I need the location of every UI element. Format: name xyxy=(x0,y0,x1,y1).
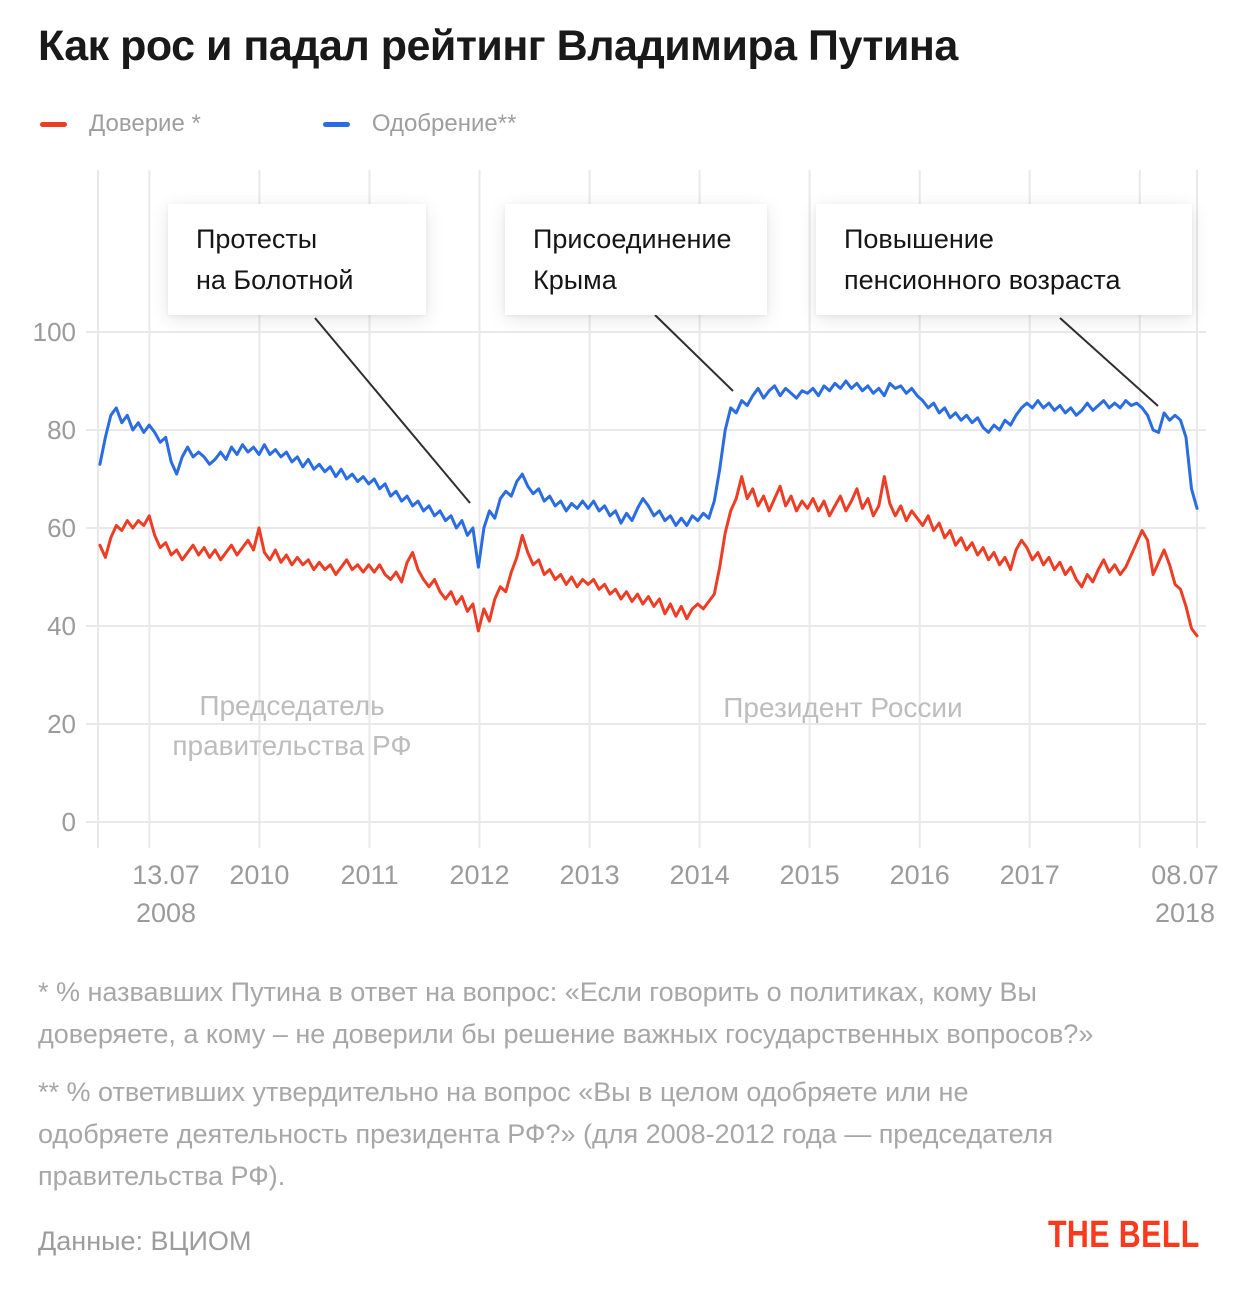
legend-label-trust: Доверие * xyxy=(89,110,201,137)
x-tick-label: 2011 xyxy=(340,860,398,890)
the-bell-logo: THE BELL xyxy=(1048,1214,1200,1256)
x-tick-label: 2016 xyxy=(890,860,950,890)
axis-labels: 0 20 40 60 80 100 13.07 2008 2010 2011 2012 2013 201… xyxy=(33,317,1219,928)
y-tick-label: 100 xyxy=(33,317,76,347)
page-title: Как рос и падал рейтинг Владимира Путина xyxy=(38,22,958,70)
annotation-bolotnaya-protests: Протесты на Болотной xyxy=(168,204,426,315)
y-tick-label: 40 xyxy=(47,611,76,641)
x-tick-label: 2013 xyxy=(560,860,620,890)
period-label-prime-minister: Председатель правительства РФ xyxy=(172,690,412,761)
data-source: Данные: ВЦИОМ xyxy=(38,1226,252,1256)
annotation-crimea-annexation: Присоединение Крыма xyxy=(505,204,767,315)
series-lines xyxy=(98,379,1199,638)
callout-line xyxy=(654,314,734,392)
callout-line xyxy=(1059,317,1159,407)
y-tick-label: 20 xyxy=(47,709,76,739)
footnote-trust-question: * % назвавших Путина в ответ на вопрос: … xyxy=(38,977,1094,1049)
approval-line-swatch xyxy=(322,121,350,127)
series-line-Одобрение xyxy=(98,379,1199,569)
x-tick-label: 2015 xyxy=(780,860,840,890)
y-tick-label: 60 xyxy=(47,513,76,543)
x-tick-label: 2017 xyxy=(1000,860,1060,890)
x-tick-label: 2010 xyxy=(229,860,289,890)
annotation-pension-age: Повышение пенсионного возраста xyxy=(816,204,1192,315)
legend-item-trust: Доверие * xyxy=(40,110,201,138)
series-line-Доверие xyxy=(98,475,1199,638)
trust-line-swatch xyxy=(40,121,67,127)
callout-line xyxy=(314,317,471,504)
y-tick-label: 80 xyxy=(47,415,76,445)
footnote-approval-question: ** % ответивших утвердительно на вопрос … xyxy=(38,1077,1054,1191)
legend-label-approval: Одобрение** xyxy=(371,110,517,137)
x-tick-label: 2012 xyxy=(449,860,509,890)
annotation-callout-lines xyxy=(314,314,1159,504)
x-tick-label: 2014 xyxy=(670,860,730,890)
legend: Доверие * Одобрение** xyxy=(40,110,516,138)
legend-item-approval: Одобрение** xyxy=(322,110,517,138)
y-tick-label: 0 xyxy=(62,807,76,837)
x-tick-label: 08.07 2018 xyxy=(1151,860,1219,928)
x-tick-label: 13.07 2008 xyxy=(132,860,200,928)
period-label-president: Президент России xyxy=(723,692,963,723)
